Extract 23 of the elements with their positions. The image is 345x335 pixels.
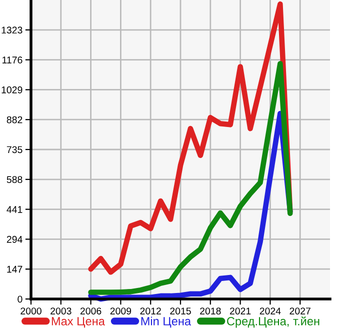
x-tick-label: 2006 (80, 308, 102, 314)
y-tick-label: 441 (6, 206, 22, 213)
y-tick-label: 294 (6, 236, 22, 243)
x-tick-label: 2012 (140, 308, 161, 314)
legend-label: Max Цена (52, 317, 105, 328)
y-tick-label: 1029 (2, 86, 22, 94)
x-tick-label: 2000 (20, 308, 42, 314)
x-tick-label: 2024 (260, 308, 281, 314)
y-tick-label: 1323 (2, 26, 22, 34)
x-tick-label: 2027 (290, 308, 310, 314)
x-tick-label: 2009 (110, 308, 132, 314)
y-tick-label: 588 (6, 176, 22, 184)
y-tick-label: 1176 (2, 56, 22, 64)
y-tick-label: 147 (7, 266, 22, 273)
y-tick-label: 0 (18, 296, 22, 303)
x-tick-label: 2018 (200, 308, 221, 314)
x-tick-label: 2021 (230, 308, 251, 314)
legend-label: Сред.Цена, т.йен (227, 316, 320, 328)
x-tick-label: 2015 (170, 308, 191, 314)
legend-label: Min Цена (141, 316, 192, 328)
y-tick-label: 882 (6, 116, 22, 124)
x-tick-label: 2003 (50, 308, 72, 314)
y-tick-label: 735 (6, 146, 22, 154)
